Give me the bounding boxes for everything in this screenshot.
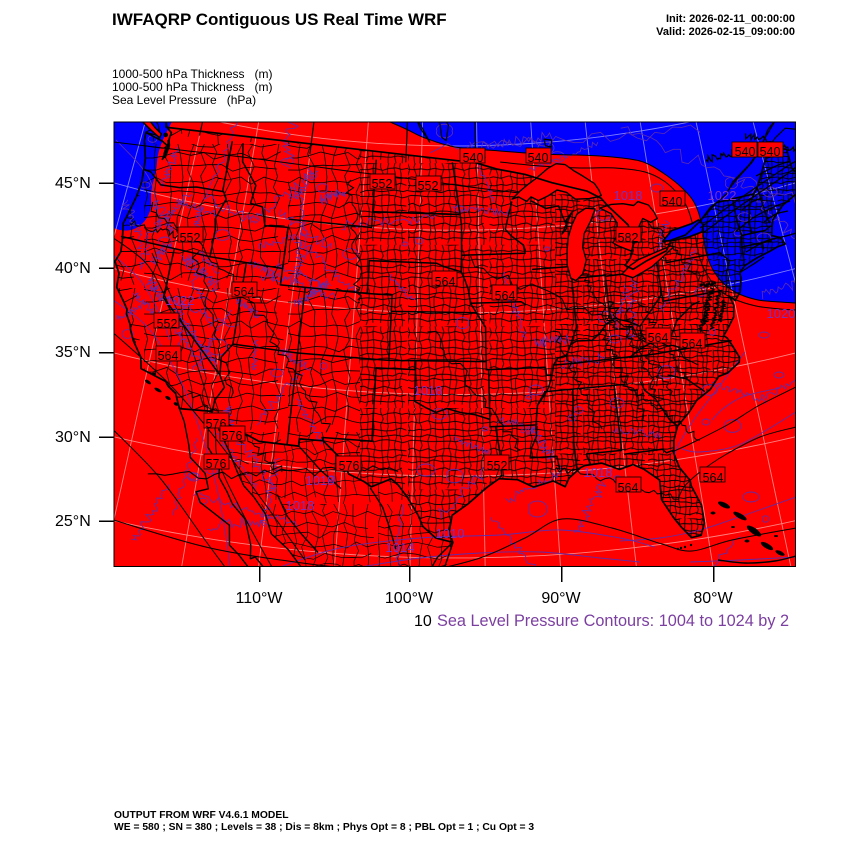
svg-text:1018: 1018 xyxy=(614,188,643,203)
svg-text:552: 552 xyxy=(157,317,178,331)
svg-text:564: 564 xyxy=(435,275,456,289)
svg-text:1018: 1018 xyxy=(306,473,335,488)
svg-text:540: 540 xyxy=(463,151,484,165)
svg-text:552: 552 xyxy=(487,459,508,473)
svg-text:1018: 1018 xyxy=(286,498,315,513)
svg-text:1020: 1020 xyxy=(767,306,796,321)
svg-text:576: 576 xyxy=(206,457,227,471)
svg-text:564: 564 xyxy=(158,349,179,363)
svg-text:540: 540 xyxy=(662,195,683,209)
svg-text:540: 540 xyxy=(760,145,781,159)
svg-text:1018: 1018 xyxy=(584,465,613,480)
svg-text:564: 564 xyxy=(682,337,703,351)
svg-text:564: 564 xyxy=(495,289,516,303)
svg-text:564: 564 xyxy=(234,285,255,299)
svg-text:540: 540 xyxy=(528,151,549,165)
svg-text:576: 576 xyxy=(222,429,243,443)
svg-text:1022: 1022 xyxy=(708,188,737,203)
svg-text:1014: 1014 xyxy=(386,540,415,555)
svg-text:564: 564 xyxy=(618,481,639,495)
svg-text:552: 552 xyxy=(418,179,439,193)
svg-text:1018: 1018 xyxy=(414,383,443,398)
svg-text:564: 564 xyxy=(703,471,724,485)
svg-text:1010: 1010 xyxy=(436,526,465,541)
svg-text:552: 552 xyxy=(372,177,393,191)
svg-text:552: 552 xyxy=(180,231,201,245)
svg-text:582: 582 xyxy=(618,231,639,245)
svg-text:576: 576 xyxy=(339,459,360,473)
svg-text:1022: 1022 xyxy=(166,293,195,308)
svg-text:564: 564 xyxy=(648,331,669,345)
svg-text:540: 540 xyxy=(735,145,756,159)
